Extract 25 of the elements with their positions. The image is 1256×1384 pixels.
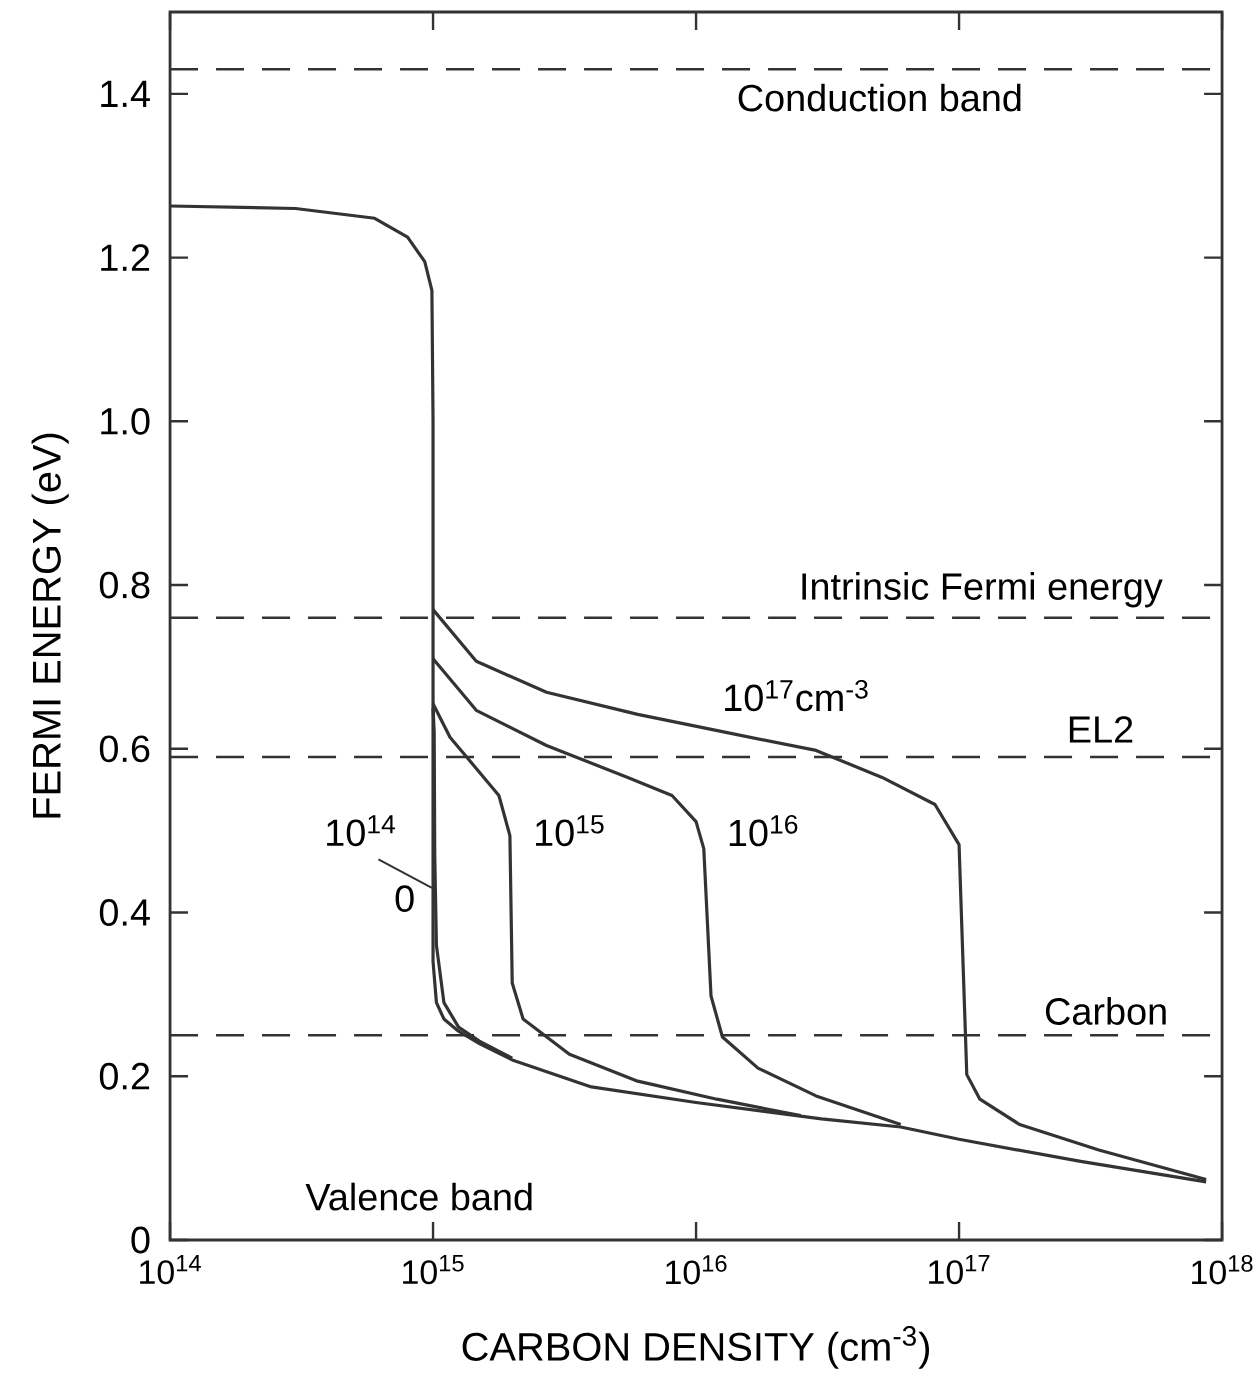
y-tick-label: 1.2 (101, 244, 150, 271)
y-tick-label: 0.6 (99, 735, 150, 763)
y-tick-label: 0.4 (99, 899, 150, 926)
x-tick-label: 10$^{16}$ (666, 1255, 727, 1285)
series-label: 0 (395, 885, 414, 913)
ref-line-label: Conduction band (738, 83, 1021, 112)
x-tick-label: 10$^{14}$ (140, 1255, 201, 1285)
y-tick-label: 0 (131, 1226, 150, 1254)
ref-line-label: EL2 (1069, 716, 1133, 743)
series-label: 10$^{17}$cm$^{-3}$ (725, 679, 868, 712)
series-label: 10$^{14}$ (327, 815, 396, 847)
x-tick-label: 10$^{15}$ (403, 1255, 464, 1285)
x-axis-title: CARBON DENSITY (cm$^{-3}$) (462, 1326, 929, 1369)
ref-line-label: Carbon (1045, 997, 1166, 1025)
series-label: 10$^{15}$ (535, 815, 604, 847)
ref-line-label: Intrinsic Fermi energy (802, 572, 1163, 608)
y-tick-label: 1.0 (101, 407, 150, 435)
y-tick-label: 1.4 (101, 80, 150, 107)
series-label: 10$^{16}$ (729, 814, 798, 847)
annotation: Valence band (305, 1182, 532, 1211)
x-tick-label: 10$^{17}$ (929, 1255, 990, 1285)
y-tick-label: 0.8 (99, 571, 150, 599)
x-tick-label: 10$^{18}$ (1192, 1255, 1253, 1285)
y-axis-title: FERMI ENERGY (eV) (31, 433, 69, 818)
y-tick-label: 0.2 (99, 1062, 150, 1090)
